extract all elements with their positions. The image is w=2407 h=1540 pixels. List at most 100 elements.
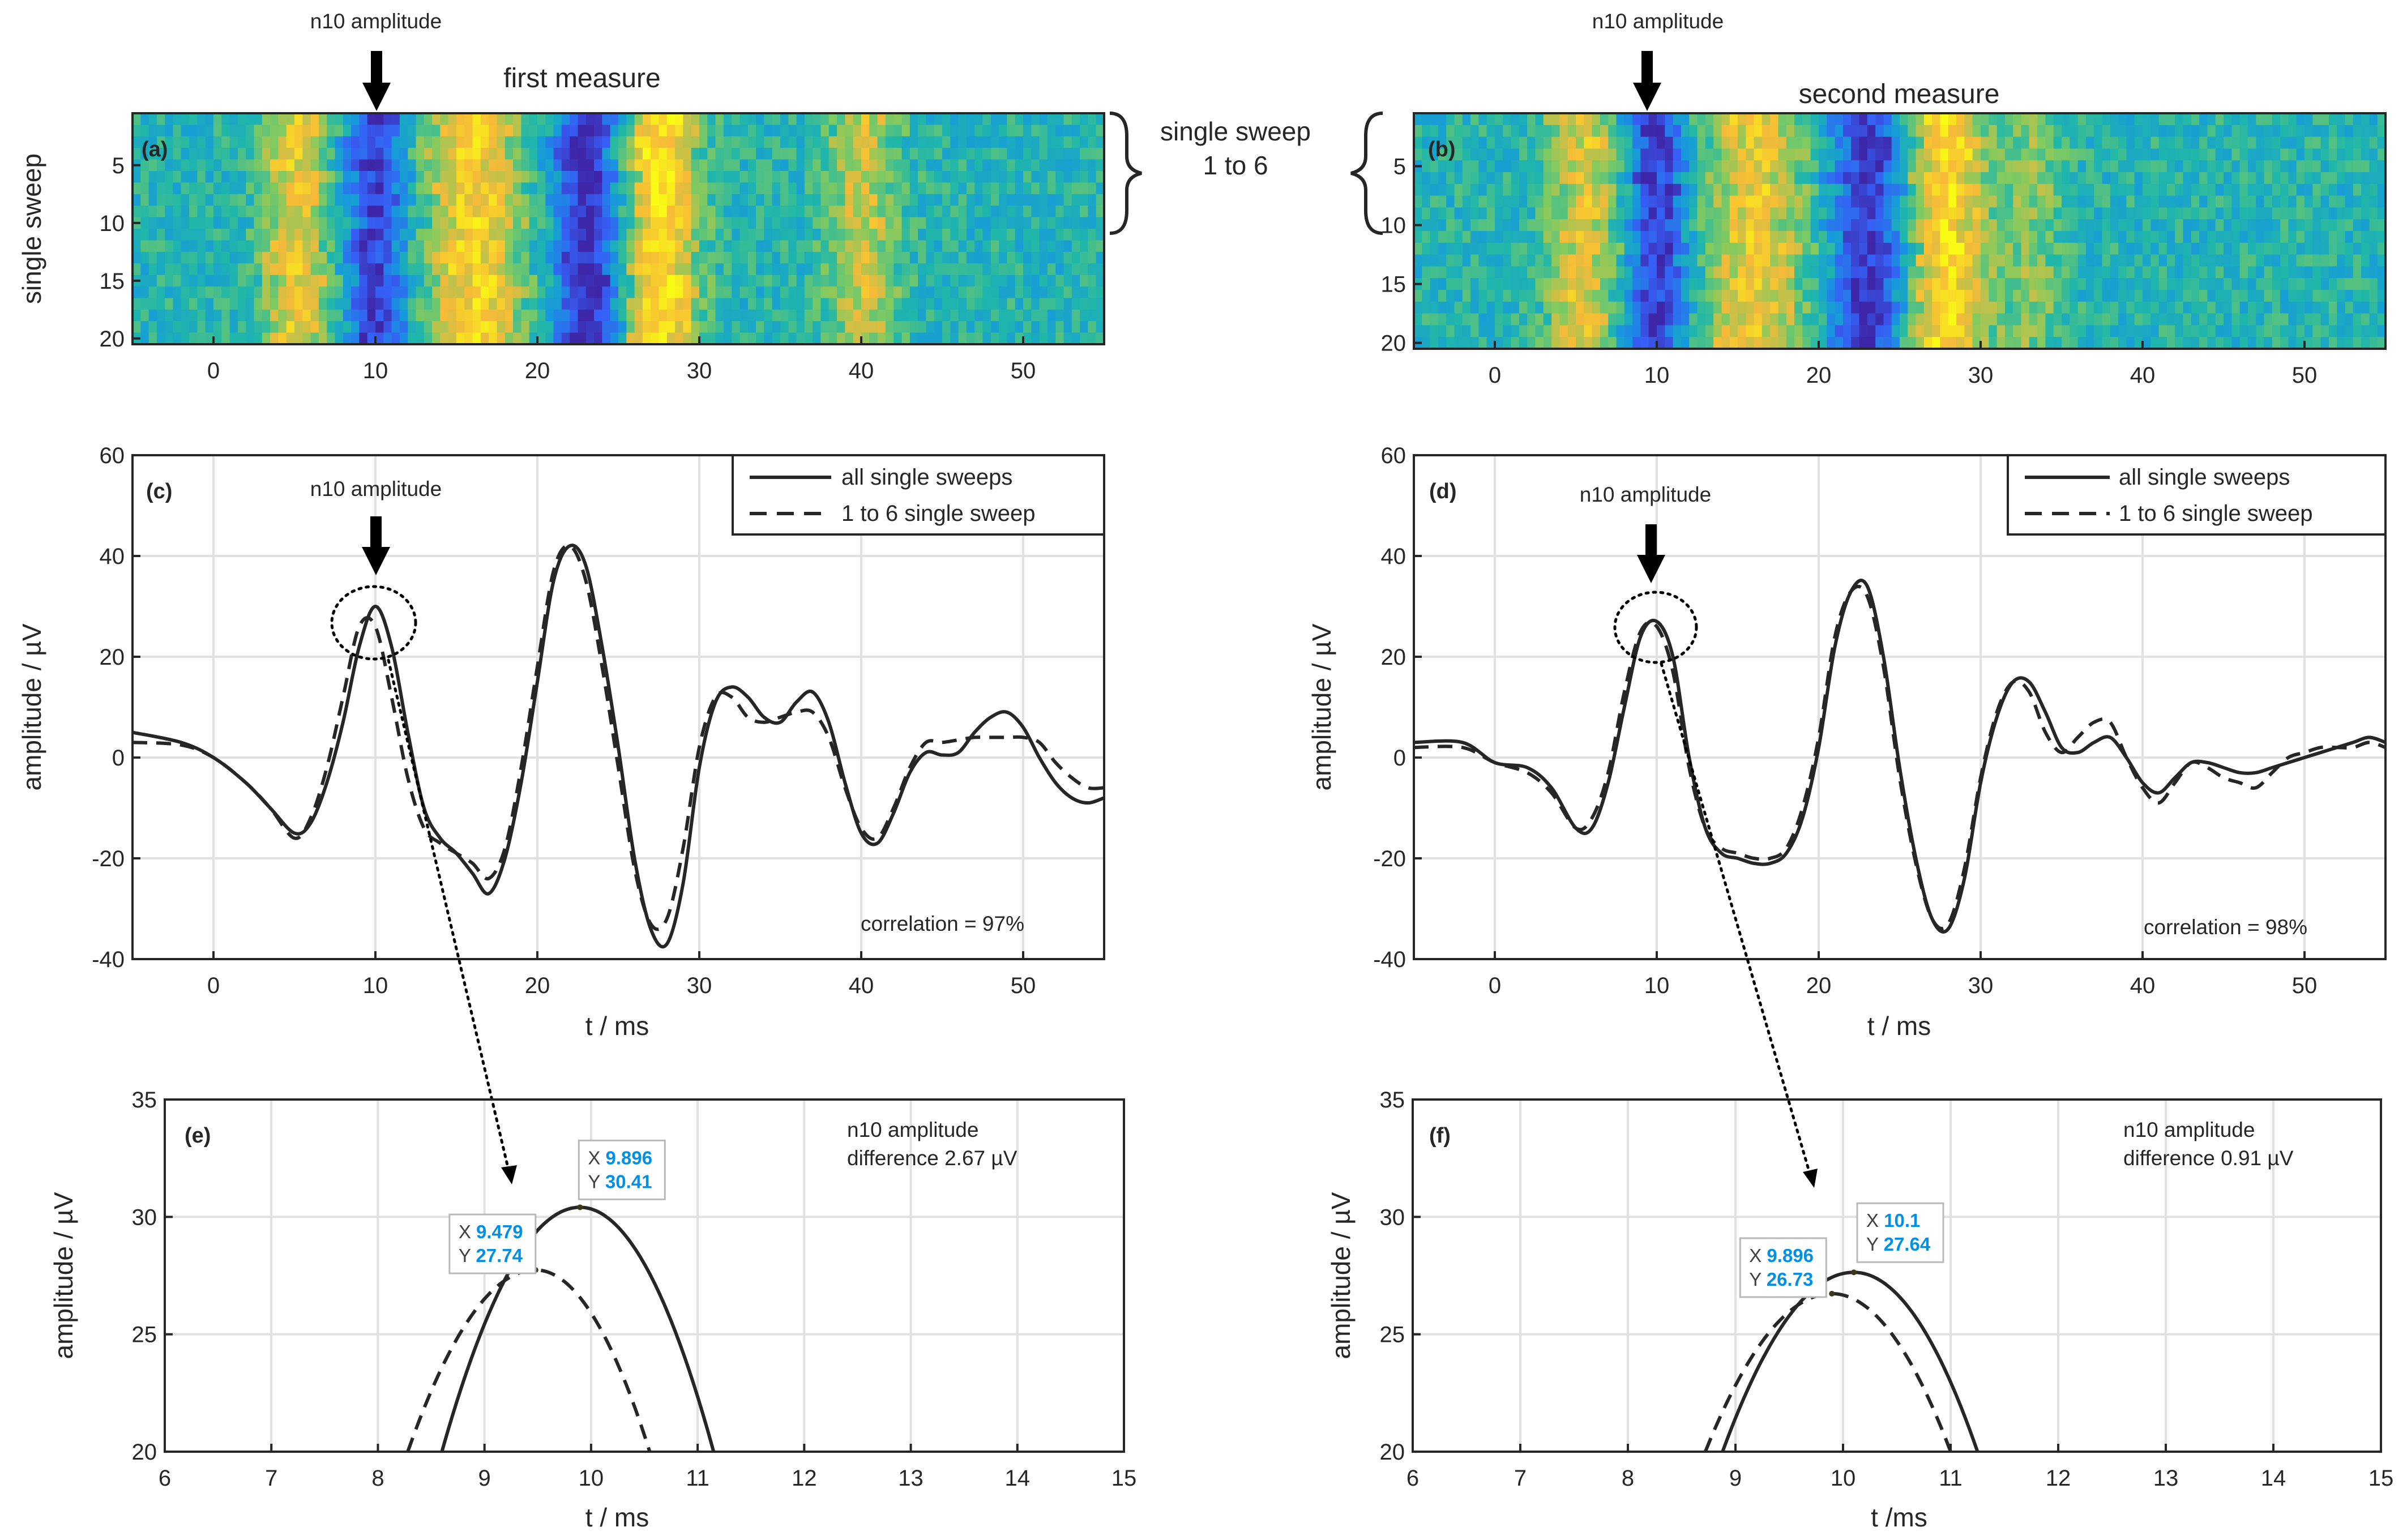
heatmap-cell xyxy=(1414,148,1422,161)
heatmap-cell xyxy=(2062,325,2070,337)
heatmap-cell xyxy=(602,229,611,241)
heatmap-cell xyxy=(2158,207,2167,220)
heatmap-cell xyxy=(213,229,222,241)
heatmap-cell xyxy=(666,125,676,137)
heatmap-cell xyxy=(221,286,230,298)
heatmap-cell xyxy=(982,206,991,218)
heatmap-cell xyxy=(990,125,999,137)
heatmap-cell xyxy=(691,148,700,160)
heatmap-cell xyxy=(1567,183,1576,196)
heatmap-cell xyxy=(1891,266,1900,279)
heatmap-cell xyxy=(1916,113,1925,126)
heatmap-cell xyxy=(813,286,822,298)
heatmap-cell xyxy=(1535,325,1544,337)
heatmap-cell xyxy=(1786,136,1795,149)
heatmap-cell xyxy=(918,298,926,310)
heatmap-cell xyxy=(1007,275,1016,287)
heatmap-cell xyxy=(270,229,279,241)
heatmap-cell xyxy=(1754,325,1763,337)
heatmap-cell xyxy=(2231,231,2241,243)
heatmap-cell xyxy=(1786,254,1795,267)
heatmap-cell xyxy=(602,251,611,264)
heatmap-cell xyxy=(666,182,676,195)
heatmap-cell xyxy=(1867,148,1876,161)
heatmap-cell xyxy=(440,332,449,344)
heatmap-cell xyxy=(950,321,959,333)
heatmap-cell xyxy=(1900,125,1908,138)
heatmap-cell xyxy=(132,136,141,148)
heatmap-cell xyxy=(594,309,602,322)
heatmap-cell xyxy=(1786,160,1795,173)
heatmap-cell xyxy=(2062,113,2070,126)
heatmap-cell xyxy=(2029,195,2038,208)
heatmap-cell xyxy=(707,148,716,160)
heatmap-cell xyxy=(2094,231,2103,243)
heatmap-cell xyxy=(1096,275,1104,287)
heatmap-cell xyxy=(618,113,627,125)
heatmap-cell xyxy=(1819,231,1827,243)
heatmap-cell xyxy=(1071,113,1080,125)
heatmap-cell xyxy=(2053,136,2062,149)
heatmap-cell xyxy=(2256,242,2265,255)
heatmap-cell xyxy=(909,171,918,183)
heatmap-cell xyxy=(1519,301,1528,314)
heatmap-cell xyxy=(1721,125,1730,138)
heatmap-cell xyxy=(1632,183,1641,196)
heatmap-cell xyxy=(1738,172,1746,185)
heatmap-cell xyxy=(2207,266,2216,279)
heatmap-cell xyxy=(545,298,554,310)
heatmap-cell xyxy=(1080,136,1088,148)
heatmap-cell xyxy=(942,159,951,172)
heatmap-cell xyxy=(1827,290,1836,302)
heatmap-cell xyxy=(1835,290,1844,302)
heatmap-cell xyxy=(2151,231,2160,243)
heatmap-cell xyxy=(489,136,498,148)
heatmap-cell xyxy=(213,182,222,195)
heatmap-cell xyxy=(165,321,174,333)
heatmap-cell xyxy=(2320,148,2329,161)
heatmap-cell xyxy=(1721,113,1730,126)
heatmap-cell xyxy=(1551,113,1560,126)
heatmap-cell xyxy=(1454,207,1463,220)
heatmap-cell xyxy=(173,298,182,310)
heatmap-cell xyxy=(1535,266,1544,279)
heatmap-cell xyxy=(707,113,716,125)
heatmap-cell xyxy=(2045,290,2054,302)
heatmap-cell xyxy=(2166,113,2175,126)
heatmap-cell xyxy=(537,263,546,276)
heatmap-cell xyxy=(2361,313,2370,326)
heatmap-cell xyxy=(1632,125,1641,138)
heatmap-cell xyxy=(1972,231,1981,243)
heatmap-cell xyxy=(1875,266,1884,279)
heatmap-cell xyxy=(2361,148,2370,161)
heatmap-cell xyxy=(1640,242,1649,255)
heatmap-cell xyxy=(1576,207,1584,220)
heatmap-cell xyxy=(2280,266,2289,279)
heatmap-cell xyxy=(1964,113,1973,126)
heatmap-cell xyxy=(181,171,190,183)
heatmap-cell xyxy=(2151,325,2160,337)
heatmap-cell xyxy=(237,286,246,298)
heatmap-cell xyxy=(416,263,425,276)
heatmap-cell xyxy=(1648,290,1657,302)
heatmap-cell xyxy=(715,263,724,276)
heatmap-cell xyxy=(1470,136,1479,149)
heatmap-cell xyxy=(918,309,926,322)
heatmap-cell xyxy=(2312,113,2322,126)
heatmap-cell xyxy=(594,136,602,148)
heatmap-cell xyxy=(1802,278,1811,290)
heatmap-cell xyxy=(820,171,830,183)
heatmap-cell xyxy=(375,217,384,229)
heatmap-cell xyxy=(1859,290,1868,302)
heatmap-cell xyxy=(2143,290,2151,302)
heatmap-cell xyxy=(2361,337,2370,349)
heatmap-cell xyxy=(1047,229,1056,241)
heatmap-cell xyxy=(229,240,238,253)
heatmap-cell xyxy=(1972,113,1981,126)
heatmap-cell xyxy=(2062,136,2070,149)
heatmap-cell xyxy=(1543,278,1552,290)
heatmap-cell xyxy=(1713,125,1722,138)
heatmap-cell xyxy=(1462,313,1471,326)
heatmap-cell xyxy=(237,194,246,206)
heatmap-cell xyxy=(1592,160,1601,173)
